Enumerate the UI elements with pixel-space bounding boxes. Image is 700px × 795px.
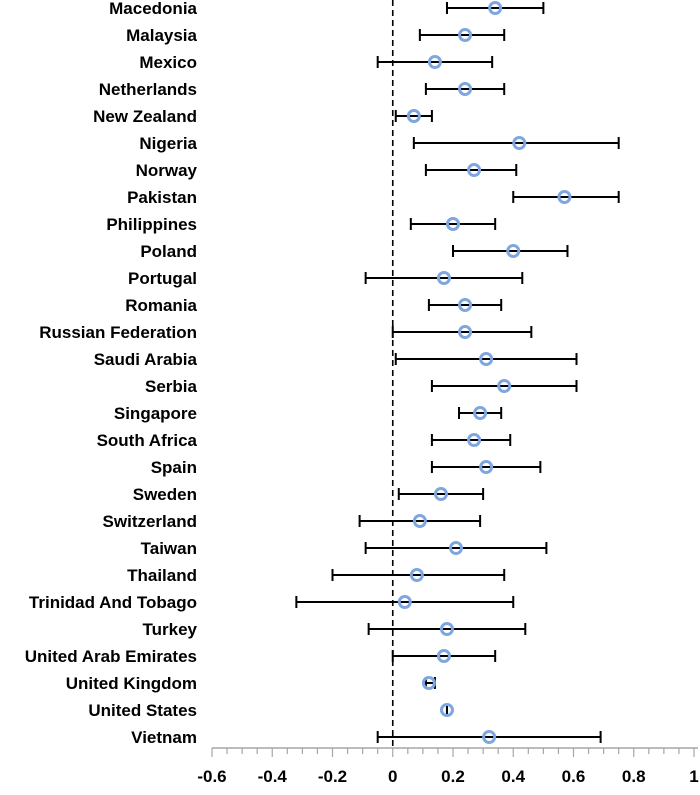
row-united-states: United States xyxy=(88,701,454,720)
row-south-africa: South Africa xyxy=(97,431,512,450)
row-spain: Spain xyxy=(151,458,542,477)
row-macedonia: Macedonia xyxy=(109,0,545,18)
category-label: Singapore xyxy=(114,404,197,423)
category-label: Vietnam xyxy=(131,728,197,747)
row-new-zealand: New Zealand xyxy=(93,107,433,126)
category-label: United Arab Emirates xyxy=(25,647,197,666)
point-estimate-marker xyxy=(409,568,424,582)
x-tick-label: 0.6 xyxy=(562,767,586,786)
row-philippines: Philippines xyxy=(106,215,497,234)
point-estimate-marker xyxy=(436,271,451,285)
x-tick-label: -0.2 xyxy=(318,767,347,786)
category-label: Netherlands xyxy=(99,80,197,99)
category-label: Philippines xyxy=(106,215,197,234)
category-label: New Zealand xyxy=(93,107,197,126)
x-tick-label: 0.4 xyxy=(501,767,525,786)
point-estimate-marker xyxy=(406,109,421,123)
row-serbia: Serbia xyxy=(145,377,578,396)
category-label: South Africa xyxy=(97,431,198,450)
point-estimate-marker xyxy=(397,595,412,609)
category-label: United Kingdom xyxy=(66,674,197,693)
row-vietnam: Vietnam xyxy=(131,728,602,747)
row-portugal: Portugal xyxy=(128,269,524,288)
point-estimate-marker xyxy=(467,163,482,177)
x-tick-label: 0 xyxy=(388,767,397,786)
row-saudi-arabia: Saudi Arabia xyxy=(94,350,578,369)
point-estimate-marker xyxy=(449,541,464,555)
point-estimate-marker xyxy=(439,703,454,717)
category-label: Russian Federation xyxy=(39,323,197,342)
row-taiwan: Taiwan xyxy=(141,539,548,558)
point-estimate-marker xyxy=(436,649,451,663)
row-switzerland: Switzerland xyxy=(103,512,482,531)
row-trinidad-and-tobago: Trinidad And Tobago xyxy=(29,593,515,612)
point-estimate-marker xyxy=(421,676,436,690)
category-label: Nigeria xyxy=(139,134,197,153)
point-estimate-marker xyxy=(497,379,512,393)
row-malaysia: Malaysia xyxy=(126,26,506,45)
category-label: Norway xyxy=(136,161,198,180)
category-label: Taiwan xyxy=(141,539,197,558)
x-tick-label: 0.2 xyxy=(441,767,465,786)
point-estimate-marker xyxy=(482,730,497,744)
category-label: Malaysia xyxy=(126,26,197,45)
row-nigeria: Nigeria xyxy=(139,134,620,153)
category-label: Macedonia xyxy=(109,0,197,18)
category-label: Mexico xyxy=(139,53,197,72)
x-tick-label: 1 xyxy=(689,767,698,786)
point-estimate-marker xyxy=(488,1,503,15)
x-tick-label: 0.8 xyxy=(622,767,646,786)
point-estimate-marker xyxy=(473,406,488,420)
category-label: United States xyxy=(88,701,197,720)
row-netherlands: Netherlands xyxy=(99,80,506,99)
data-rows: Macedonia Malaysia Mexico Netherlands New Ze… xyxy=(25,0,620,747)
point-estimate-marker xyxy=(512,136,527,150)
row-singapore: Singapore xyxy=(114,404,503,423)
category-label: Saudi Arabia xyxy=(94,350,198,369)
category-label: Serbia xyxy=(145,377,198,396)
point-estimate-marker xyxy=(506,244,521,258)
point-estimate-marker xyxy=(458,82,473,96)
row-united-kingdom: United Kingdom xyxy=(66,674,436,693)
point-estimate-marker xyxy=(458,325,473,339)
category-label: Trinidad And Tobago xyxy=(29,593,197,612)
point-estimate-marker xyxy=(412,514,427,528)
point-estimate-marker xyxy=(479,460,494,474)
x-axis: -0.6 -0.4 -0.2 0 0.2 0.4 0.6 0.8 1 xyxy=(197,747,699,786)
x-tick-label: -0.6 xyxy=(197,767,226,786)
point-estimate-marker xyxy=(479,352,494,366)
category-label: Romania xyxy=(125,296,197,315)
category-label: Portugal xyxy=(128,269,197,288)
x-tick-label: -0.4 xyxy=(258,767,288,786)
row-united-arab-emirates: United Arab Emirates xyxy=(25,647,497,666)
category-label: Spain xyxy=(151,458,197,477)
point-estimate-marker xyxy=(458,28,473,42)
point-estimate-marker xyxy=(467,433,482,447)
row-sweden: Sweden xyxy=(133,485,485,504)
point-estimate-marker xyxy=(439,622,454,636)
point-estimate-marker xyxy=(557,190,572,204)
category-label: Sweden xyxy=(133,485,197,504)
point-estimate-marker xyxy=(446,217,460,231)
category-label: Poland xyxy=(140,242,197,261)
row-thailand: Thailand xyxy=(127,566,506,585)
category-label: Turkey xyxy=(143,620,198,639)
point-estimate-marker xyxy=(427,55,442,69)
row-russian-federation: Russian Federation xyxy=(39,323,533,342)
row-romania: Romania xyxy=(125,296,503,315)
row-pakistan: Pakistan xyxy=(127,188,620,207)
point-estimate-marker xyxy=(458,298,473,312)
row-poland: Poland xyxy=(140,242,569,261)
point-estimate-marker xyxy=(433,487,448,501)
row-norway: Norway xyxy=(136,161,518,180)
row-turkey: Turkey xyxy=(143,620,527,639)
category-label: Switzerland xyxy=(103,512,197,531)
category-label: Pakistan xyxy=(127,188,197,207)
row-mexico: Mexico xyxy=(139,53,494,72)
category-label: Thailand xyxy=(127,566,197,585)
